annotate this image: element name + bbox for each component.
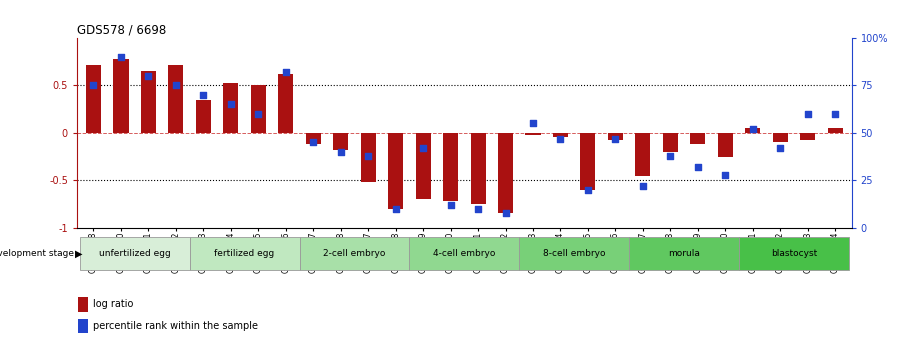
Point	[443, 202, 458, 208]
Bar	[251, 85, 265, 133]
Point	[800, 111, 814, 117]
Point	[718, 172, 733, 177]
Bar	[519, 237, 629, 270]
Bar	[223, 83, 238, 133]
Text: 4-cell embryo: 4-cell embryo	[433, 249, 496, 258]
Bar	[169, 65, 183, 133]
Bar	[525, 133, 541, 135]
Bar	[553, 133, 568, 137]
Bar	[498, 133, 513, 214]
Text: unfertilized egg: unfertilized egg	[99, 249, 170, 258]
Bar	[663, 133, 678, 152]
Point	[746, 126, 760, 132]
Point	[114, 54, 129, 60]
Bar	[608, 133, 623, 140]
Point	[828, 111, 843, 117]
Bar	[800, 133, 815, 140]
Point	[141, 73, 156, 79]
Bar	[78, 319, 88, 333]
Point	[333, 149, 348, 155]
Point	[636, 183, 651, 189]
Bar	[827, 128, 843, 133]
Text: development stage: development stage	[0, 249, 73, 258]
Bar	[86, 65, 101, 133]
Bar	[300, 237, 410, 270]
Bar	[78, 297, 88, 312]
Point	[251, 111, 265, 117]
Text: log ratio: log ratio	[92, 299, 133, 309]
Bar	[635, 133, 651, 176]
Text: percentile rank within the sample: percentile rank within the sample	[92, 321, 257, 331]
Point	[224, 101, 238, 107]
Bar	[443, 133, 458, 201]
Bar	[196, 100, 211, 133]
Text: GDS578 / 6698: GDS578 / 6698	[77, 24, 167, 37]
Text: 8-cell embryo: 8-cell embryo	[543, 249, 605, 258]
Point	[278, 69, 293, 75]
Bar	[746, 128, 760, 133]
Point	[663, 153, 678, 158]
Bar	[690, 133, 706, 144]
Point	[169, 82, 183, 88]
Point	[773, 145, 787, 151]
Text: fertilized egg: fertilized egg	[215, 249, 275, 258]
Point	[306, 139, 321, 145]
Bar	[773, 133, 788, 142]
Point	[471, 206, 486, 211]
Bar	[718, 133, 733, 157]
Bar	[416, 133, 430, 199]
Point	[608, 136, 622, 141]
Bar	[410, 237, 519, 270]
Bar	[739, 237, 849, 270]
Point	[498, 210, 513, 215]
Point	[581, 187, 595, 193]
Bar	[113, 59, 129, 133]
Bar	[305, 133, 321, 144]
Bar	[470, 133, 486, 204]
Text: blastocyst: blastocyst	[771, 249, 817, 258]
Bar	[361, 133, 376, 182]
Bar	[189, 237, 300, 270]
Point	[389, 206, 403, 211]
Bar	[140, 71, 156, 133]
Point	[361, 153, 375, 158]
Bar	[333, 133, 348, 150]
Bar	[80, 237, 189, 270]
Point	[525, 120, 540, 126]
Bar	[629, 237, 739, 270]
Point	[196, 92, 210, 98]
Point	[554, 136, 568, 141]
Point	[86, 82, 101, 88]
Text: morula: morula	[668, 249, 700, 258]
Bar	[388, 133, 403, 209]
Bar	[581, 133, 595, 190]
Point	[690, 164, 705, 170]
Text: 2-cell embryo: 2-cell embryo	[323, 249, 386, 258]
Text: ▶: ▶	[74, 249, 82, 258]
Point	[416, 145, 430, 151]
Bar	[278, 74, 294, 133]
